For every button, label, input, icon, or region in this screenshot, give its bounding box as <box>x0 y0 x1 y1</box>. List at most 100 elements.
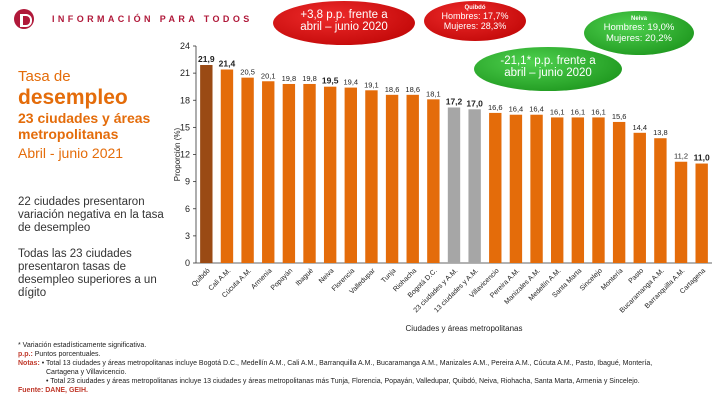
bar-value-label: 18,6 <box>405 85 420 94</box>
bar <box>633 132 646 263</box>
bar <box>612 121 626 263</box>
footnote-pp-text: Puntos porcentuales. <box>34 351 101 358</box>
bar <box>695 163 708 263</box>
callout-red-main-line1: +3,8 p.p. frente a <box>300 9 388 21</box>
bar-value-label: 17,0 <box>466 98 483 108</box>
callout-green-main-line1: -21,1* p.p. frente a <box>500 55 596 67</box>
y-tick-label: 3 <box>185 231 190 241</box>
bar <box>654 138 667 263</box>
bar <box>323 86 337 263</box>
bar <box>220 69 234 263</box>
x-tick-label: Sincelejo <box>579 267 604 292</box>
dane-logo-icon <box>14 9 34 29</box>
callout-red-main-line2: abril – junio 2020 <box>300 21 388 33</box>
y-tick-label: 15 <box>180 122 190 132</box>
x-tick-label: Neiva <box>318 267 336 285</box>
footnote-nota1b: Cartagena y Villavicencio. <box>46 369 127 376</box>
footnote-source: Fuente: DANE, GEIH. <box>18 387 89 394</box>
bar <box>241 77 254 263</box>
callout-red-main: +3,8 p.p. frente a abril – junio 2020 <box>273 1 415 45</box>
y-tick-label: 6 <box>185 204 190 214</box>
callout-green-city-line2: Mujeres: 20,2% <box>605 33 672 44</box>
bar-value-label: 19,5 <box>322 76 339 86</box>
bar <box>489 112 502 264</box>
bar-value-label: 16,1 <box>591 107 606 116</box>
bar <box>509 114 523 263</box>
bar <box>344 87 357 263</box>
side-note-1: 22 ciudades presentaron variación negati… <box>18 196 164 234</box>
bar <box>406 94 419 263</box>
title-line-3: 23 ciudades y áreas metropolitanas <box>18 110 151 142</box>
callout-red-city-title: Quibdó <box>464 5 486 11</box>
bar-value-label: 19,1 <box>364 80 379 89</box>
bar-value-label: 16,4 <box>529 105 544 114</box>
bar <box>551 117 564 263</box>
y-tick-label: 0 <box>185 258 190 268</box>
bar <box>303 83 316 263</box>
bar-value-label: 19,4 <box>343 78 358 87</box>
bar <box>262 81 275 263</box>
bar-value-label: 20,5 <box>240 68 255 77</box>
bar <box>447 107 461 263</box>
side-note-2: Todas las 23 ciudades presentaron tasas … <box>18 248 157 299</box>
title-line-2: desempleo <box>18 86 128 109</box>
x-tick-label: Manizales A.M. <box>503 267 542 306</box>
footnote-asterisk: * Variación estadísticamente significati… <box>18 342 147 349</box>
y-tick-label: 9 <box>185 177 190 187</box>
bar-value-label: 18,6 <box>385 85 400 94</box>
footnote-nota2: • Total 23 ciudades y áreas metropolitan… <box>46 378 640 385</box>
bar-value-label: 21,9 <box>198 54 215 64</box>
x-tick-label: Ibagué <box>295 267 315 287</box>
bar <box>427 99 440 264</box>
y-tick-label: 18 <box>180 95 190 105</box>
bar <box>365 90 378 263</box>
bar-value-label: 16,6 <box>488 103 503 112</box>
bar-value-label: 15,6 <box>612 112 627 121</box>
bar <box>674 161 688 263</box>
callout-red-city-line2: Mujeres: 28,3% <box>443 21 507 31</box>
bar <box>282 83 296 263</box>
footnote-nota1a: • Total 13 ciudades y áreas metropolitan… <box>41 360 653 367</box>
bar <box>530 114 543 263</box>
footnote-pp-label: p.p.: <box>18 351 33 358</box>
footnote-notas-label: Notas: <box>18 360 40 367</box>
callout-green-main-line2: abril – junio 2020 <box>504 67 592 79</box>
y-axis-label: Proporción (%) <box>173 127 182 181</box>
footnote-pp: p.p.: Puntos porcentuales. <box>18 350 708 359</box>
callout-green-city-line1: Hombres: 19,0% <box>603 22 675 33</box>
bar-value-label: 17,2 <box>446 96 463 106</box>
x-tick-label: Pasto <box>628 267 646 285</box>
bar <box>385 94 399 263</box>
title-line-4: Abril - junio 2021 <box>18 145 124 161</box>
bar-value-label: 19,8 <box>302 74 317 83</box>
bar-value-label: 21,4 <box>219 59 236 69</box>
callout-green-main: -21,1* p.p. frente a abril – junio 2020 <box>474 47 622 91</box>
callout-red-city-line1: Hombres: 17,7% <box>441 11 509 21</box>
y-tick-label: 21 <box>180 68 190 78</box>
footnote-notas: Notas: • Total 13 ciudades y áreas metro… <box>18 359 708 368</box>
bar <box>571 117 585 263</box>
y-tick-label: 12 <box>180 150 190 160</box>
y-tick-label: 24 <box>180 41 190 51</box>
callout-red-city: Quibdó Hombres: 17,7% Mujeres: 28,3% <box>424 1 526 41</box>
bar-value-label: 11,0 <box>694 153 710 163</box>
x-axis-label: Ciudades y áreas metropolitanas <box>406 324 523 333</box>
header-brand-text: INFORMACIÓN PARA TODOS <box>52 14 253 24</box>
bar-value-label: 11,2 <box>674 152 688 161</box>
bar-value-label: 20,1 <box>261 71 276 80</box>
bar-value-label: 19,8 <box>282 74 297 83</box>
footnotes: * Variación estadísticamente significati… <box>18 341 708 395</box>
bar <box>468 109 481 264</box>
title-line-1: Tasa de <box>18 68 71 85</box>
bar-value-label: 16,1 <box>550 107 565 116</box>
bar-value-label: 13,8 <box>653 128 668 137</box>
x-tick-label: Tunja <box>380 267 397 284</box>
callout-green-city: Neiva Hombres: 19,0% Mujeres: 20,2% <box>584 11 694 55</box>
bar-value-label: 16,1 <box>571 107 586 116</box>
bar-value-label: 14,4 <box>632 123 647 132</box>
x-tick-label: Montería <box>600 267 625 292</box>
bar <box>200 64 213 263</box>
bar-value-label: 16,4 <box>509 105 524 114</box>
x-tick-label: Popayán <box>270 267 295 292</box>
